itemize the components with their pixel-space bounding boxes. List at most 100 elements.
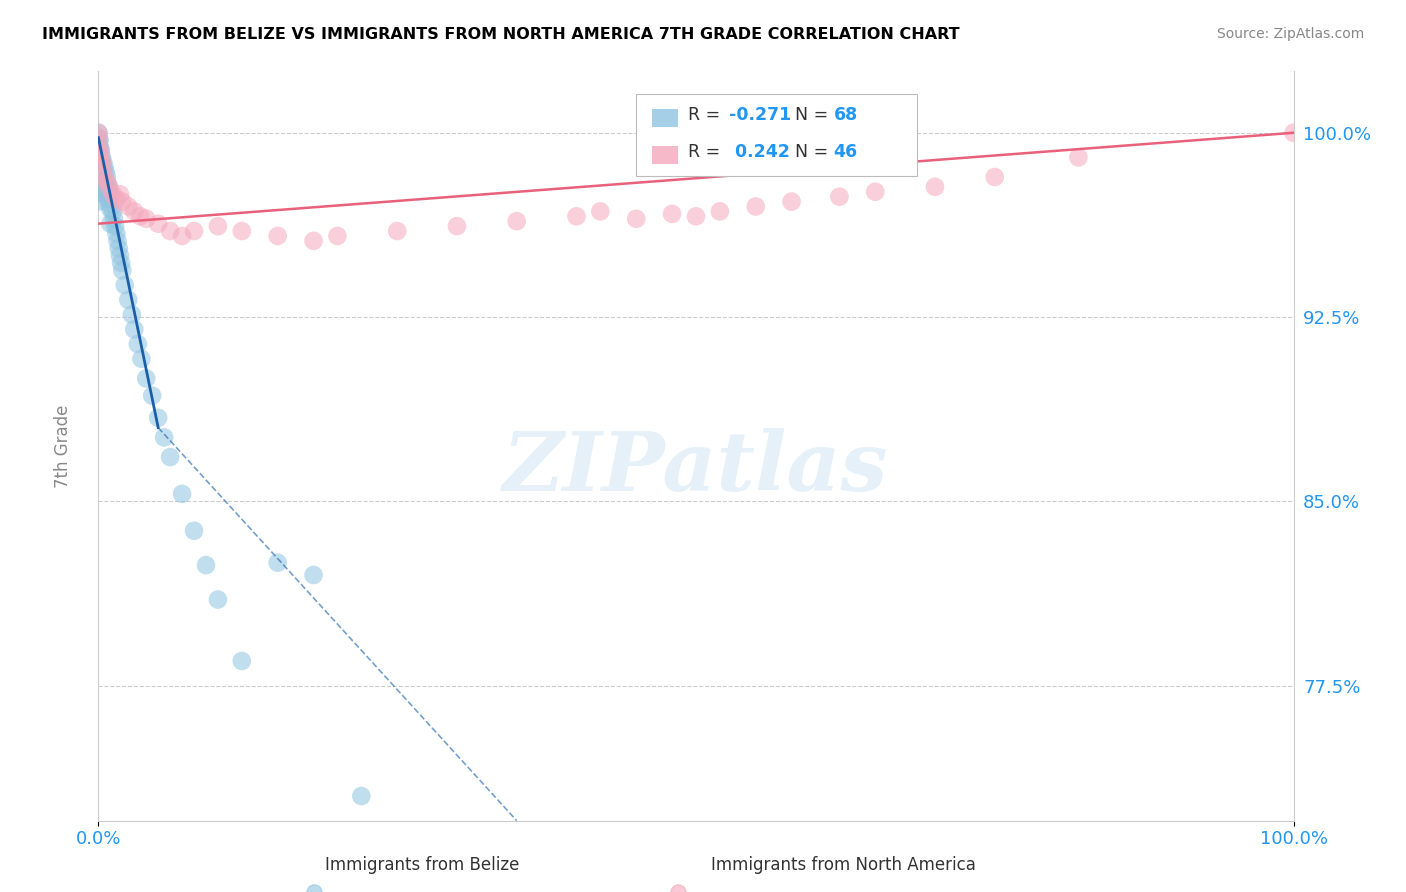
Text: -0.271: -0.271 — [730, 106, 792, 124]
Point — [159, 224, 181, 238]
Point — [89, 140, 111, 154]
Point — [302, 234, 325, 248]
Point — [117, 293, 139, 307]
Text: 68: 68 — [834, 106, 858, 124]
Point — [108, 249, 131, 263]
Point — [94, 179, 117, 194]
Point — [828, 189, 851, 203]
Point — [111, 263, 134, 277]
Point — [114, 278, 136, 293]
Point — [589, 204, 612, 219]
Point — [87, 165, 110, 179]
Text: Source: ZipAtlas.com: Source: ZipAtlas.com — [1216, 27, 1364, 41]
Text: N =: N = — [796, 106, 834, 124]
Point — [104, 219, 127, 234]
Point — [780, 194, 803, 209]
Point — [108, 187, 131, 202]
Point — [685, 209, 707, 223]
Point — [91, 150, 114, 164]
Point — [90, 153, 112, 167]
Text: Immigrants from North America: Immigrants from North America — [711, 855, 976, 873]
Point — [87, 138, 110, 153]
Point — [89, 150, 111, 164]
Point — [153, 430, 176, 444]
Point — [350, 789, 373, 803]
Point — [101, 204, 124, 219]
Text: 46: 46 — [834, 144, 858, 161]
Point — [98, 197, 121, 211]
Point — [984, 169, 1007, 184]
Point — [91, 182, 114, 196]
Point — [98, 179, 121, 194]
Point — [446, 219, 468, 234]
Point — [87, 155, 110, 169]
Point — [1067, 150, 1090, 164]
Bar — [652, 146, 678, 164]
Point — [745, 199, 768, 213]
Point — [96, 169, 118, 184]
Text: IMMIGRANTS FROM BELIZE VS IMMIGRANTS FROM NORTH AMERICA 7TH GRADE CORRELATION CH: IMMIGRANTS FROM BELIZE VS IMMIGRANTS FRO… — [42, 27, 960, 42]
Point — [87, 143, 110, 157]
Point — [172, 487, 194, 501]
Point — [87, 126, 110, 140]
Point — [87, 185, 110, 199]
Point — [93, 187, 115, 202]
Point — [1282, 126, 1305, 140]
Point — [183, 524, 205, 538]
Point — [110, 256, 132, 270]
Point — [107, 241, 129, 255]
Point — [96, 175, 118, 189]
Point — [87, 130, 110, 145]
Point — [87, 150, 110, 164]
Point — [267, 229, 290, 244]
Point — [267, 556, 290, 570]
Text: 7th Grade: 7th Grade — [55, 404, 72, 488]
Point — [87, 194, 110, 209]
Text: 0.242: 0.242 — [730, 144, 790, 161]
Point — [111, 194, 134, 209]
Bar — [652, 109, 678, 127]
Point — [302, 568, 325, 582]
Point — [506, 214, 529, 228]
Point — [148, 410, 170, 425]
Point — [97, 192, 120, 206]
Point — [91, 155, 114, 169]
Point — [89, 150, 111, 164]
Point — [87, 145, 110, 160]
Point — [626, 211, 648, 226]
Point — [87, 158, 110, 172]
Point — [90, 145, 112, 160]
Point — [148, 217, 170, 231]
Point — [97, 178, 120, 192]
FancyBboxPatch shape — [637, 94, 917, 177]
Point — [101, 187, 124, 202]
Point — [93, 169, 115, 184]
Point — [924, 179, 946, 194]
Point — [207, 219, 229, 234]
Point — [94, 165, 117, 179]
Text: Immigrants from Belize: Immigrants from Belize — [325, 855, 519, 873]
Point — [135, 371, 157, 385]
Point — [90, 143, 112, 157]
Point — [89, 179, 111, 194]
Point — [107, 234, 129, 248]
Point — [231, 224, 253, 238]
Text: R =: R = — [688, 144, 725, 161]
Point — [89, 169, 111, 184]
Point — [231, 654, 253, 668]
Point — [124, 322, 146, 336]
Point — [124, 204, 146, 219]
Point — [91, 168, 114, 182]
Point — [709, 204, 731, 219]
Point — [121, 308, 143, 322]
Point — [117, 199, 139, 213]
Point — [105, 227, 128, 241]
Point — [96, 185, 118, 199]
Point — [87, 130, 110, 145]
Point — [87, 126, 110, 140]
Point — [127, 337, 149, 351]
Point — [195, 558, 218, 573]
Point — [93, 160, 115, 174]
Point — [98, 182, 121, 196]
Point — [865, 185, 887, 199]
